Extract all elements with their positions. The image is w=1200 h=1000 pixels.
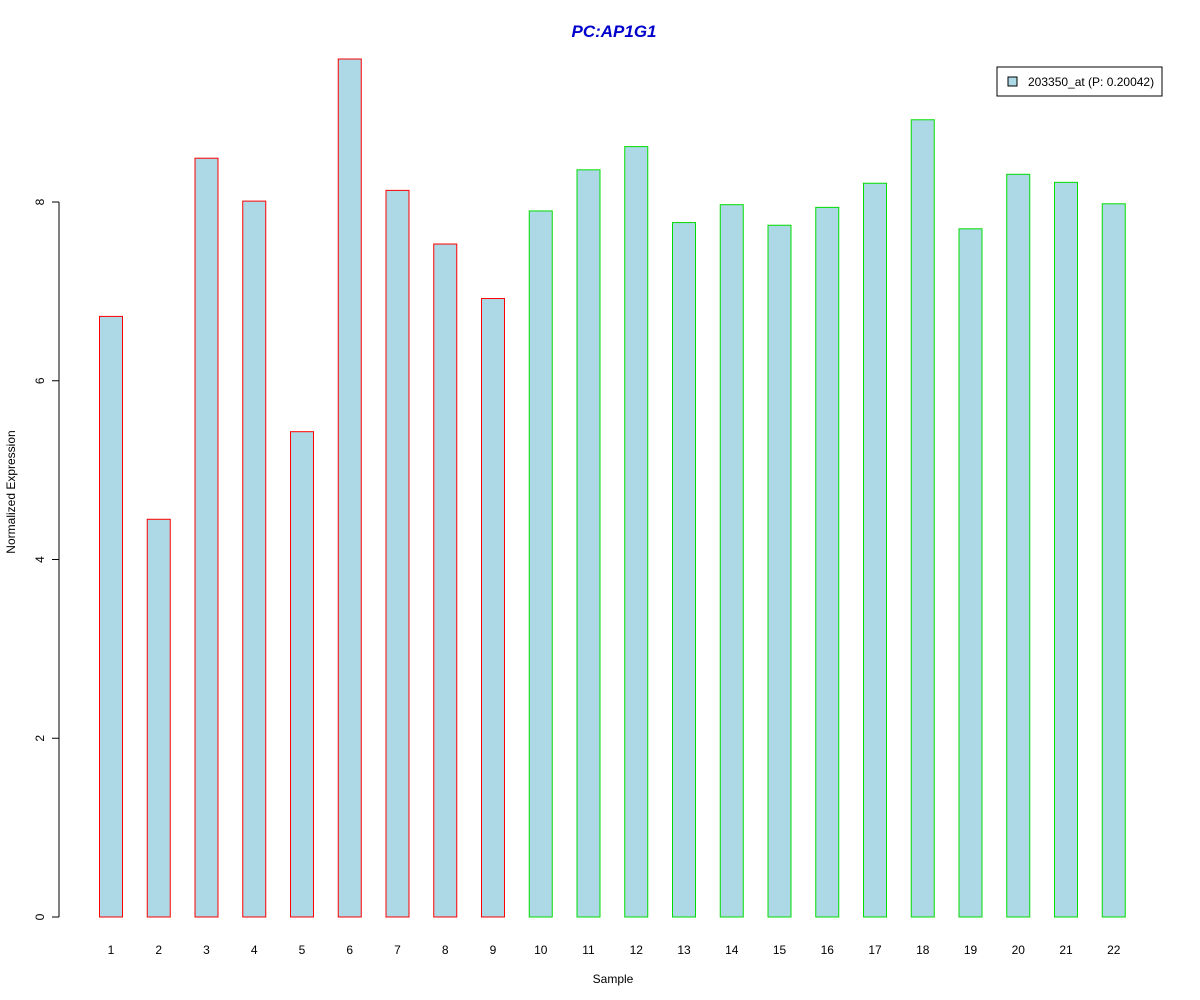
bar-sample-20 (1006, 173, 1031, 918)
y-axis-label: Normalized Expression (4, 430, 18, 553)
bar-sample-6 (337, 58, 362, 918)
x-axis-tick-label: 17 (868, 943, 882, 957)
x-axis-tick-label: 3 (203, 943, 210, 957)
bar-sample-2 (146, 518, 171, 918)
bar-sample-4 (242, 200, 267, 918)
chart-title: PC:AP1G1 (571, 22, 656, 41)
bars (99, 58, 1126, 918)
bar-sample-15 (767, 224, 792, 918)
y-axis-tick-label: 4 (33, 556, 47, 563)
y-axis: 0 2 4 6 8 (33, 198, 60, 920)
y-axis-tick-label: 2 (33, 735, 47, 742)
x-axis-tick-label: 15 (773, 943, 787, 957)
bar-sample-5 (290, 431, 314, 918)
x-axis-tick-label: 12 (630, 943, 644, 957)
legend-box (996, 66, 1163, 97)
bar-sample-3 (194, 157, 219, 918)
bar-sample-7 (385, 189, 410, 918)
legend-label: 203350_at (P: 0.20042) (1028, 75, 1154, 89)
x-axis-label: Sample (593, 972, 634, 986)
bar-sample-13 (672, 222, 696, 918)
bar-sample-9 (481, 298, 505, 918)
x-axis-tick-label: 20 (1012, 943, 1026, 957)
bar-sample-16 (815, 206, 840, 918)
y-axis-tick-label: 8 (33, 198, 47, 205)
x-axis-tick-label: 13 (677, 943, 691, 957)
x-axis-tick-label: 5 (299, 943, 306, 957)
x-axis-tick-label: 19 (964, 943, 978, 957)
bar-sample-21 (1054, 181, 1078, 918)
x-axis-tick-label: 7 (394, 943, 401, 957)
bar-sample-17 (863, 182, 887, 918)
x-axis-tick-label: 2 (155, 943, 162, 957)
bar-sample-8 (433, 243, 458, 918)
x-axis-tick-label: 4 (251, 943, 258, 957)
x-axis-tick-label: 9 (490, 943, 497, 957)
bar-sample-14 (719, 204, 744, 918)
x-axis-tick-label: 10 (534, 943, 548, 957)
y-axis-tick-label: 0 (33, 913, 47, 920)
bar-sample-18 (910, 119, 935, 918)
x-axis-tick-label: 14 (725, 943, 739, 957)
x-axis-tick-label: 22 (1107, 943, 1121, 957)
bar-sample-10 (528, 210, 553, 918)
bar-sample-12 (624, 146, 649, 918)
bar-sample-11 (576, 169, 601, 918)
bar-sample-1 (99, 315, 123, 918)
x-axis-tick-labels: 1 2 3 4 5 6 7 8 9 10 11 12 13 14 15 16 17 18 19 20 21 22 (108, 943, 1121, 957)
bar-sample-19 (958, 228, 983, 918)
x-axis-tick-label: 1 (108, 943, 115, 957)
y-axis-tick-label: 6 (33, 377, 47, 384)
x-axis-tick-label: 21 (1059, 943, 1073, 957)
legend-swatch (1007, 76, 1018, 87)
x-axis-tick-label: 16 (821, 943, 835, 957)
x-axis-tick-label: 18 (916, 943, 930, 957)
x-axis-tick-label: 8 (442, 943, 449, 957)
bar-sample-22 (1101, 203, 1126, 918)
x-axis-tick-label: 11 (582, 943, 595, 957)
x-axis-tick-label: 6 (346, 943, 353, 957)
legend: 203350_at (P: 0.20042) (996, 66, 1163, 97)
